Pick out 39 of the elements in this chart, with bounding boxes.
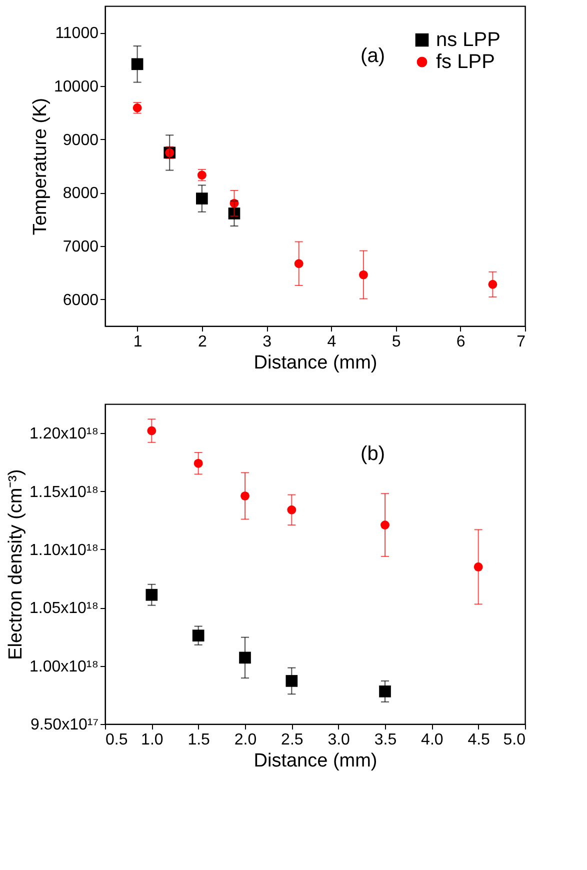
x-tick-label: 0.5	[106, 732, 128, 748]
x-tick-label: 2.0	[234, 732, 257, 748]
x-tick-label: 5	[392, 334, 401, 350]
y-tick-label: 1.10x10¹⁸	[29, 542, 98, 559]
y-tick-label: 8000	[62, 185, 99, 202]
x-tick-label: 1.0	[141, 732, 164, 748]
y-tick-label: 9.50x10¹⁷	[30, 716, 99, 734]
y-tick-label: 7000	[62, 238, 99, 256]
x-tick-label: 4.5	[468, 732, 490, 748]
x-tick-label: 6	[456, 334, 466, 350]
point	[131, 58, 144, 70]
x-tick-label: 7	[516, 334, 526, 350]
legend-label: ns LPP	[436, 29, 500, 51]
annotation: (b)	[360, 443, 385, 465]
annotation: (a)	[360, 45, 385, 67]
x-axis-title: Distance (mm)	[254, 352, 378, 374]
x-tick-label: 5.0	[503, 732, 526, 748]
y-tick-label: 1.15x10¹⁸	[29, 484, 98, 501]
x-tick-label: 1	[133, 334, 142, 350]
x-tick-label: 3.5	[374, 732, 397, 748]
y-tick-label: 11000	[55, 25, 99, 42]
y-tick-label: 1.05x10¹⁸	[29, 600, 98, 618]
y-tick-label: 9000	[62, 132, 99, 149]
x-axis-title: Distance (mm)	[254, 750, 378, 772]
x-tick-label: 1.5	[188, 732, 210, 748]
y-axis-title: Electron density (cm⁻³)	[5, 469, 26, 660]
x-tick-label: 3	[262, 334, 272, 350]
y-tick-label: 6000	[62, 292, 99, 309]
y-tick-label: 1.20x10¹⁸	[29, 426, 98, 443]
x-tick-label: 2.5	[281, 732, 304, 748]
y-axis-title: Temperature (K)	[30, 98, 52, 236]
y-tick-label: 10000	[54, 78, 99, 96]
point	[196, 192, 208, 204]
x-tick-label: 4	[327, 334, 336, 350]
legend-label: fs LPP	[436, 51, 495, 73]
x-tick-label: 2	[198, 334, 207, 350]
x-tick-label: 3.0	[328, 732, 350, 748]
y-tick-label: 1.00x10¹⁸	[29, 658, 98, 676]
x-tick-label: 4.0	[421, 732, 444, 748]
